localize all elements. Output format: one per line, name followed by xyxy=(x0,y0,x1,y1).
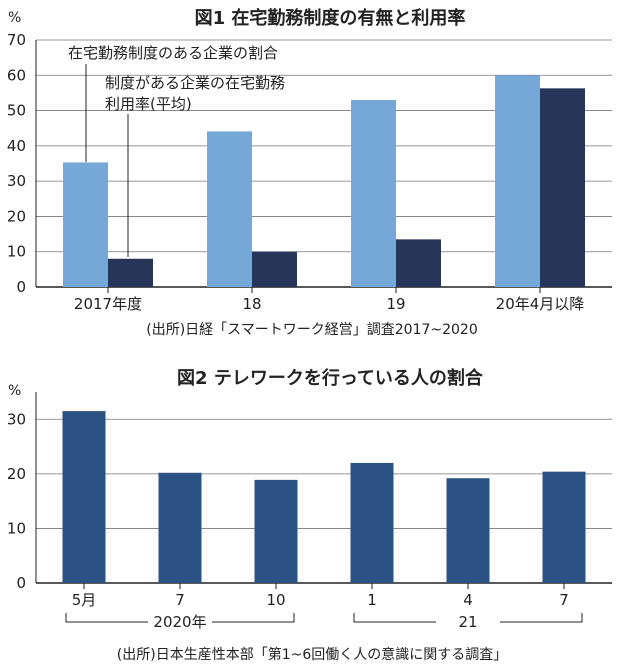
chart2-year-groups: 2020年 21 xyxy=(65,613,583,631)
chart1-annotations: 在宅勤務制度のある企業の割合 制度がある企業の在宅勤務 利用率(平均) xyxy=(68,44,285,257)
chart1-bar-series1 xyxy=(351,99,396,287)
chart1-x-tick-label: 18 xyxy=(242,295,261,313)
chart1-y-tick-label: 50 xyxy=(7,102,26,120)
annotation-policy-ratio: 在宅勤務制度のある企業の割合 xyxy=(68,44,278,62)
chart2-y-tick-label: 30 xyxy=(7,410,26,428)
chart1-y-tick-label: 20 xyxy=(7,207,26,225)
chart2-bar xyxy=(62,411,106,583)
chart2-x-tick-label: 5月 xyxy=(72,591,97,609)
chart1-bar-series2 xyxy=(540,88,585,287)
chart1-bar-series2 xyxy=(252,251,297,287)
annotation-usage-rate-line1: 制度がある企業の在宅勤務 xyxy=(105,74,285,92)
chart1-y-tick-label: 60 xyxy=(7,66,26,84)
chart1-title: 図1 在宅勤務制度の有無と利用率 xyxy=(195,7,466,29)
chart2-bar xyxy=(542,471,586,583)
chart1-y-tick-label: 40 xyxy=(7,137,26,155)
chart1-y-unit: % xyxy=(8,10,21,26)
chart2-x-tick-label: 4 xyxy=(463,591,473,609)
chart2-x-ticks: 5月 7 10 1 4 7 xyxy=(72,583,569,609)
chart1-bar-series1 xyxy=(207,131,252,287)
chart2-y-tick-label: 10 xyxy=(7,519,26,537)
chart2-group-label: 2020年 xyxy=(153,613,206,631)
chart1-x-tick-label: 20年4月以降 xyxy=(496,295,585,313)
chart2-y-ticks: 0 10 20 30 xyxy=(7,410,26,592)
chart2-y-tick-label: 20 xyxy=(7,465,26,483)
chart2-x-tick-label: 7 xyxy=(175,591,185,609)
chart2-title: 図2 テレワークを行っている人の割合 xyxy=(177,367,484,389)
chart2-grid xyxy=(35,392,612,584)
chart2-y-unit: % xyxy=(8,383,21,399)
chart2-bar xyxy=(254,479,298,583)
chart1-y-tick-label: 30 xyxy=(7,172,26,190)
chart2-bar xyxy=(350,462,394,583)
chart1-x-tick-label: 2017年度 xyxy=(74,295,142,313)
chart2-x-tick-label: 7 xyxy=(559,591,569,609)
chart2-source: (出所)日本生産性本部「第1~6回働く人の意識に関する調査」 xyxy=(117,646,507,663)
chart1-y-ticks: 0 10 20 30 40 50 60 70 xyxy=(7,31,26,296)
chart2-bar xyxy=(158,472,202,583)
chart1-bar-series2 xyxy=(108,258,153,287)
chart1-x-tick-label: 19 xyxy=(386,295,405,313)
chart1-x-ticks: 2017年度 18 19 20年4月以降 xyxy=(74,287,584,313)
chart2-bars xyxy=(62,411,586,583)
chart2-group-label-bg xyxy=(148,613,212,631)
chart2-y-tick-label: 0 xyxy=(16,574,26,592)
chart1-bar-series1 xyxy=(495,75,540,288)
annotation-usage-rate-line2: 利用率(平均) xyxy=(105,95,192,113)
chart1-bar-series2 xyxy=(396,239,441,287)
chart1-bar-series1 xyxy=(63,162,108,287)
chart2-group-label-bg xyxy=(436,613,500,631)
chart2-group-label: 21 xyxy=(458,613,477,631)
chart1-y-tick-label: 0 xyxy=(16,278,26,296)
chart1-y-tick-label: 10 xyxy=(7,243,26,261)
chart2-x-tick-label: 1 xyxy=(367,591,377,609)
chart1-source: (出所)日経「スマートワーク経営」調査2017~2020 xyxy=(146,322,478,338)
chart2-bar xyxy=(446,478,490,583)
chart1-y-tick-label: 70 xyxy=(7,31,26,49)
chart1-bars xyxy=(63,75,585,288)
chart2-x-tick-label: 10 xyxy=(266,591,285,609)
